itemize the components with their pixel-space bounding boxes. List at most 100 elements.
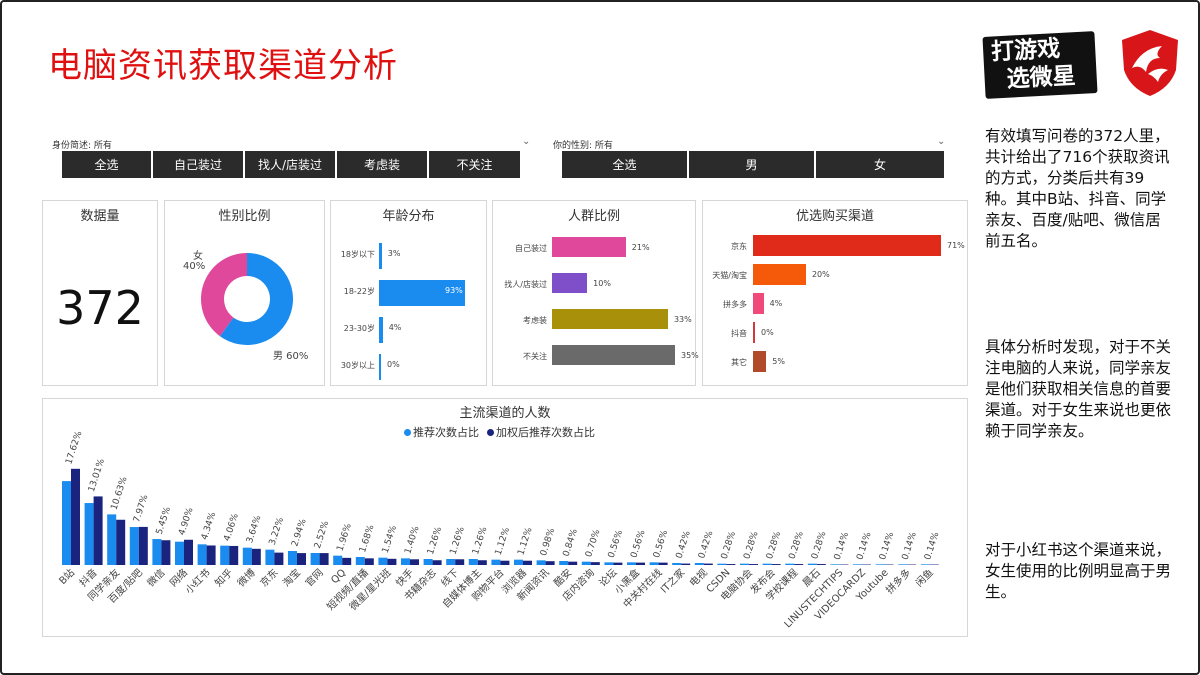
category-label-12: QQ: [329, 567, 348, 586]
identity-chevron-down-icon[interactable]: ⌄: [522, 136, 531, 147]
data-label-0: 17.62%: [64, 430, 84, 466]
data-label-2: 10.63%: [110, 475, 130, 511]
bar-series-1-32: [785, 563, 795, 565]
bar-series-1-34: [830, 564, 840, 565]
bar-series-1-21: [536, 560, 546, 565]
identity-option-all[interactable]: 全选: [62, 151, 151, 178]
bar-series-2-23: [590, 562, 600, 565]
bar-series-1-20: [514, 559, 523, 565]
gender-card: 性别比例 女 40% 男 60%: [164, 200, 325, 386]
bar-series-1-31: [762, 563, 772, 565]
bar-series-2-27: [681, 563, 691, 565]
bar-series-2-18: [477, 560, 487, 565]
identity-option-self-built[interactable]: 自己装过: [153, 151, 243, 178]
female-slice: [201, 253, 247, 337]
data-label-22: 0.84%: [562, 527, 580, 558]
bar-series-2-29: [726, 564, 736, 565]
bar-series-2-22: [568, 561, 578, 565]
data-label-27: 0.42%: [675, 529, 693, 560]
bar-series-2-5: [184, 539, 193, 565]
data-label-34: 0.14%: [833, 531, 851, 562]
channel-card: 优选购买渠道 京东 71% 天猫/淘宝 20% 拼多多 4% 抖音 0% 其它 5%: [702, 200, 968, 386]
bar-series-1-17: [446, 559, 456, 565]
bar-series-2-30: [749, 564, 758, 565]
bar-series-1-38: [920, 564, 930, 565]
bar-series-2-16: [432, 560, 442, 565]
bar-series-1-8: [242, 547, 252, 565]
age-card-value-1: 93%: [445, 286, 463, 295]
gender-option-male[interactable]: 男: [689, 151, 814, 178]
count-card-title: 数据量: [80, 209, 120, 224]
legend-label-series-2: 加权后推荐次数占比: [496, 426, 595, 439]
category-label-6: 小红书: [182, 566, 212, 596]
bar-series-1-37: [898, 564, 908, 565]
bar-series-1-29: [717, 563, 727, 565]
channel-card-label-0: 京东: [731, 242, 747, 251]
age-card-label-2: 23-30岁: [343, 324, 375, 333]
data-label-38: 0.14%: [923, 531, 941, 562]
gender-option-all[interactable]: 全选: [562, 151, 687, 178]
bar-series-2-10: [297, 553, 306, 565]
count-card: 数据量 372: [42, 200, 158, 386]
gender-chevron-down-icon[interactable]: ⌄: [937, 136, 946, 147]
data-label-33: 0.28%: [810, 530, 828, 561]
data-label-26: 0.56%: [652, 529, 670, 560]
age-card: 年龄分布 18岁以下 3% 18-22岁 93% 23-30岁 4% 30岁以上 0%: [330, 200, 487, 386]
female-label: 女: [193, 251, 203, 262]
group-card-bar-3: [552, 345, 675, 365]
bar-series-2-32: [794, 564, 804, 565]
age-card-label-3: 30岁以上: [340, 361, 375, 370]
bar-series-1-19: [491, 559, 501, 565]
gender-donut-chart: [201, 253, 293, 345]
category-label-38: 闲鱼: [913, 566, 936, 589]
category-label-8: 微博: [235, 566, 258, 589]
side-paragraph-2: 具体分析时发现，对于不关注电脑的人来说，同学亲友是他们获取相关信息的首要渠道。对…: [985, 338, 1172, 440]
bar-series-2-0: [71, 468, 80, 565]
bar-series-1-15: [401, 558, 410, 565]
count-value: 372: [56, 281, 144, 335]
bar-series-2-31: [771, 564, 781, 565]
bar-series-1-10: [288, 551, 297, 565]
bar-series-1-18: [468, 559, 478, 565]
data-label-24: 0.56%: [607, 529, 625, 560]
group-card-value-2: 33%: [673, 315, 692, 324]
bar-series-1-13: [355, 557, 365, 565]
group-card-label-0: 自己装过: [515, 244, 547, 253]
male-slice: [219, 253, 293, 345]
bar-series-2-25: [636, 562, 645, 565]
identity-option-shop-built[interactable]: 找人/店装过: [245, 151, 335, 178]
bar-series-2-33: [816, 564, 826, 565]
category-label-7: 知乎: [212, 566, 235, 589]
data-label-29: 0.28%: [720, 530, 738, 561]
data-label-7: 4.06%: [223, 512, 241, 543]
bar-series-1-7: [220, 545, 230, 565]
data-label-36: 0.14%: [878, 531, 896, 562]
bar-series-1-6: [197, 544, 207, 565]
data-label-20: 1.12%: [516, 526, 534, 557]
identity-option-not-interested[interactable]: 不关注: [429, 151, 520, 178]
bar-series-2-3: [138, 526, 148, 565]
group-card: 人群比例 自己装过 21% 找人/店装过 10% 考虑装 33% 不关注 35%: [492, 200, 699, 386]
age-card-value-3: 0%: [387, 360, 400, 369]
age-card-bar-0: [379, 243, 382, 269]
bar-series-1-16: [423, 559, 433, 565]
gender-option-female[interactable]: 女: [816, 151, 944, 178]
bar-series-2-13: [364, 558, 374, 565]
bar-series-1-30: [740, 563, 749, 565]
identity-slicer-label: 身份简述: 所有: [52, 141, 112, 151]
main-chart-title: 主流渠道的人数: [459, 406, 551, 421]
data-label-3: 7.97%: [132, 493, 150, 524]
bar-series-2-11: [319, 553, 329, 565]
bar-series-2-20: [523, 560, 532, 565]
bar-series-2-19: [500, 560, 510, 565]
data-label-32: 0.28%: [788, 530, 806, 561]
bar-series-1-2: [107, 514, 117, 565]
data-label-1: 13.01%: [87, 457, 107, 493]
age-card-title: 年龄分布: [382, 209, 435, 224]
bar-series-2-4: [161, 540, 171, 565]
data-label-4: 5.45%: [155, 505, 173, 536]
age-card-bar-1: [379, 280, 465, 306]
channel-card-label-3: 抖音: [731, 329, 747, 338]
identity-option-considering[interactable]: 考虑装: [337, 151, 427, 178]
logo-line-1: 打游戏: [990, 35, 1061, 66]
